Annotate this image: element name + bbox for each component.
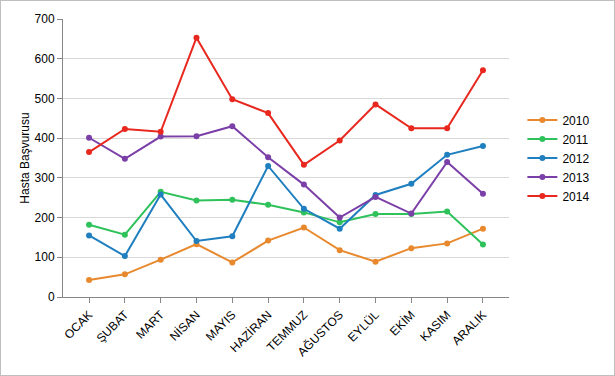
- svg-text:ŞUBAT: ŞUBAT: [94, 307, 132, 345]
- svg-text:ARALIK: ARALIK: [449, 308, 489, 348]
- svg-text:EYLÜL: EYLÜL: [345, 308, 382, 345]
- svg-text:Hasta Başvurusu: Hasta Başvurusu: [18, 112, 32, 203]
- svg-text:2010: 2010: [562, 114, 589, 128]
- svg-text:700: 700: [35, 12, 55, 26]
- svg-text:EKİM: EKİM: [387, 308, 418, 339]
- svg-text:600: 600: [35, 52, 55, 66]
- svg-text:2012: 2012: [562, 152, 589, 166]
- svg-text:400: 400: [35, 131, 55, 145]
- svg-text:OCAK: OCAK: [61, 308, 95, 342]
- svg-text:HAZİRAN: HAZİRAN: [227, 308, 274, 355]
- svg-text:MAYIS: MAYIS: [203, 308, 239, 344]
- svg-text:200: 200: [35, 211, 55, 225]
- svg-text:500: 500: [35, 92, 55, 106]
- svg-text:0: 0: [48, 290, 55, 304]
- svg-text:TEMMUZ: TEMMUZ: [264, 308, 310, 354]
- svg-text:100: 100: [35, 250, 55, 264]
- svg-text:300: 300: [35, 171, 55, 185]
- svg-text:2014: 2014: [562, 190, 589, 204]
- svg-text:2013: 2013: [562, 171, 589, 185]
- svg-text:MART: MART: [133, 307, 167, 341]
- svg-text:KASIM: KASIM: [417, 308, 453, 344]
- svg-text:NİSAN: NİSAN: [167, 308, 203, 344]
- svg-text:2011: 2011: [562, 133, 588, 147]
- svg-text:AĞUSTOS: AĞUSTOS: [294, 307, 346, 359]
